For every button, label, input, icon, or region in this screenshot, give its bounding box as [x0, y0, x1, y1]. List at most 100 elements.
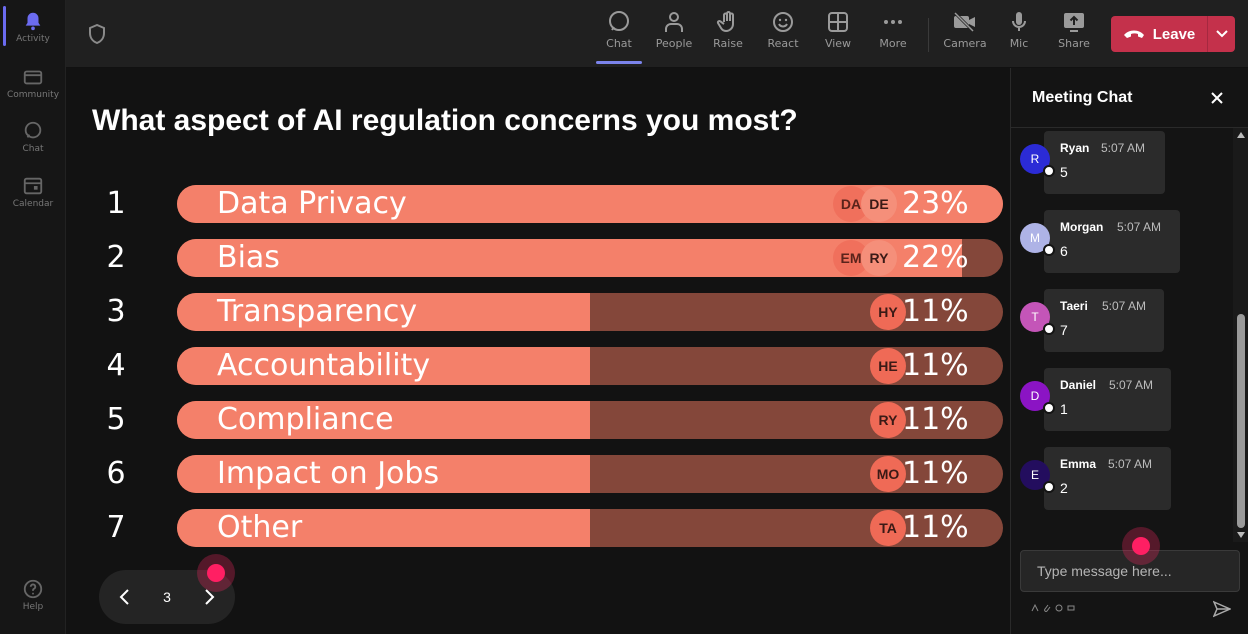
meeting-chat-panel: Meeting Chat R Ryan 5:07 AM 5 M Morgan 5:07 AM… — [1010, 68, 1248, 634]
poll-option-percent: 11% — [902, 402, 969, 437]
shield-icon[interactable] — [88, 24, 106, 44]
attach-icon[interactable] — [1043, 604, 1051, 612]
leave-button[interactable]: Leave — [1111, 16, 1207, 52]
chat-message-list: R Ryan 5:07 AM 5 M Morgan 5:07 AM 6 T Taeri 5:07 A… — [1011, 128, 1233, 542]
poll-option-label: Impact on Jobs — [217, 456, 440, 491]
poll-option-label: Transparency — [217, 294, 418, 329]
poll-option-number: 5 — [106, 402, 126, 437]
message-bubble — [1044, 289, 1164, 352]
scroll-thumb[interactable] — [1237, 314, 1245, 528]
toolbar-view-button[interactable]: View — [813, 10, 863, 50]
message-timestamp: 5:07 AM — [1102, 299, 1147, 313]
calendar-icon — [23, 177, 43, 195]
message-sender: Taeri — [1060, 299, 1088, 313]
avatar[interactable]: D — [1020, 381, 1050, 411]
rail-item-chat[interactable]: Chat — [0, 120, 66, 154]
help-icon — [23, 579, 43, 599]
poll-option-number: 3 — [106, 294, 126, 329]
more-icon — [884, 20, 902, 24]
rail-item-community[interactable]: Community — [0, 66, 66, 100]
presence-status-icon — [1043, 481, 1055, 493]
mic-icon — [1012, 12, 1026, 31]
toolbar-raise-button[interactable]: Raise — [703, 10, 753, 50]
message-text: 6 — [1060, 243, 1068, 259]
poll-panel: What aspect of AI regulation concerns yo… — [66, 68, 1010, 634]
poll-option-label: Data Privacy — [217, 186, 407, 221]
share-icon — [1064, 13, 1084, 32]
poll-option-row[interactable]: 3 Transparency HY 11% — [66, 293, 1010, 331]
presence-status-icon — [1043, 165, 1055, 177]
react-icon — [773, 12, 793, 32]
toolbar-react-button[interactable]: React — [758, 10, 808, 50]
message-bubble — [1044, 447, 1171, 510]
rail-item-activity[interactable]: Activity — [0, 10, 66, 44]
poll-bar-track — [177, 401, 1003, 439]
poll-option-percent: 23% — [902, 186, 969, 221]
leave-dropdown[interactable] — [1207, 16, 1235, 52]
message-text: 7 — [1060, 322, 1068, 338]
poll-option-row[interactable]: 5 Compliance RY 11% — [66, 401, 1010, 439]
page-number: 3 — [163, 589, 171, 605]
poll-option-label: Compliance — [217, 402, 394, 437]
chevron-left-icon[interactable] — [113, 585, 137, 609]
poll-question: What aspect of AI regulation concerns yo… — [92, 104, 798, 137]
toolbar-label: View — [824, 37, 852, 50]
chat-title: Meeting Chat — [1032, 89, 1133, 106]
toolbar-share-button[interactable]: Share — [1049, 10, 1099, 50]
rail-item-help[interactable]: Help — [0, 578, 66, 612]
toolbar-label: Camera — [943, 37, 987, 50]
toolbar-label: Chat — [606, 37, 632, 50]
format-toolbar — [1031, 604, 1075, 612]
voter-avatar: DA — [833, 186, 869, 222]
presence-status-icon — [1043, 323, 1055, 335]
format-icon[interactable] — [1031, 604, 1039, 612]
poll-bar-fill — [177, 347, 590, 385]
poll-option-percent: 11% — [902, 510, 969, 545]
chevron-down-icon — [1215, 30, 1228, 38]
message-sender: Morgan — [1060, 220, 1104, 234]
chat-scrollbar[interactable] — [1233, 128, 1248, 542]
message-sender: Emma — [1060, 457, 1097, 471]
poll-option-number: 1 — [106, 186, 126, 221]
toolbar-mic-button[interactable]: Mic — [994, 10, 1044, 50]
chat-message: E Emma 5:07 AM 2 — [1011, 447, 1233, 511]
toolbar-more-button[interactable]: More — [868, 10, 918, 50]
send-icon[interactable] — [1213, 600, 1231, 618]
presence-status-icon — [1043, 244, 1055, 256]
rail-active-indicator — [3, 6, 6, 46]
toolbar-camera-button[interactable]: Camera — [940, 10, 990, 50]
voter-avatar: DE — [861, 186, 897, 222]
leave-button-group: Leave — [1111, 16, 1235, 52]
bell-icon — [25, 12, 41, 31]
people-icon — [665, 12, 683, 32]
poll-option-row[interactable]: 1 Data Privacy DA DE 23% — [66, 185, 1010, 223]
close-icon[interactable] — [1209, 90, 1225, 106]
poll-bar-track — [177, 347, 1003, 385]
scroll-down-arrow[interactable] — [1237, 532, 1245, 538]
rail-label: Chat — [22, 144, 44, 154]
poll-option-row[interactable]: 6 Impact on Jobs MO 11% — [66, 455, 1010, 493]
emoji-icon[interactable] — [1055, 604, 1063, 612]
rail-item-calendar[interactable]: Calendar — [0, 175, 66, 209]
poll-option-row[interactable]: 2 Bias EM RY 22% — [66, 239, 1010, 277]
chat-message-input[interactable] — [1020, 550, 1240, 592]
raise-hand-icon — [716, 11, 734, 33]
chat-message: D Daniel 5:07 AM 1 — [1011, 368, 1233, 432]
community-icon — [23, 70, 43, 85]
poll-option-row[interactable]: 4 Accountability HE 11% — [66, 347, 1010, 385]
app-rail: Activity Community Chat Calendar Help — [0, 0, 66, 634]
poll-option-row[interactable]: 7 Other TA 11% — [66, 509, 1010, 547]
scroll-up-arrow[interactable] — [1237, 132, 1245, 138]
voter-avatar: HE — [870, 348, 906, 384]
hang-up-icon — [1123, 30, 1144, 38]
toolbar-people-button[interactable]: People — [649, 10, 699, 50]
poll-bar-track — [177, 293, 1003, 331]
poll-bar-fill — [177, 293, 590, 331]
poll-option-label: Bias — [217, 240, 280, 275]
gif-icon[interactable] — [1067, 604, 1075, 612]
voter-avatar: MO — [870, 456, 906, 492]
toolbar-chat-button[interactable]: Chat — [594, 10, 644, 50]
chevron-right-icon[interactable] — [197, 585, 221, 609]
message-timestamp: 5:07 AM — [1101, 141, 1146, 155]
poll-option-number: 6 — [106, 456, 126, 491]
